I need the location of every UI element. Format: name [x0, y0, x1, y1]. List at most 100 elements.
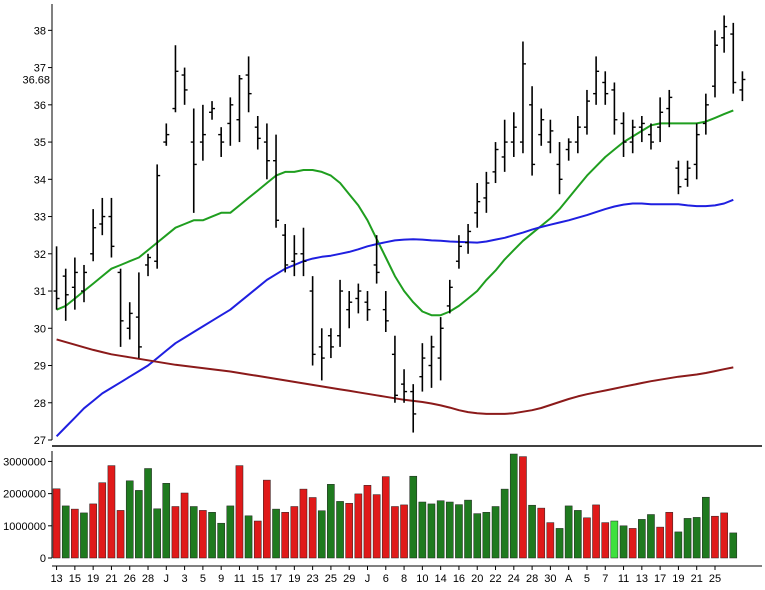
- volume-bar: [702, 496, 710, 559]
- volume-bar: [455, 504, 463, 559]
- ohlc-bar: [346, 291, 353, 329]
- volume-bar: [528, 504, 536, 559]
- volume-bar: [317, 510, 326, 559]
- x-tick-label: 19: [672, 573, 684, 585]
- ohlc-bar: [593, 56, 600, 105]
- ohlc-bar: [721, 15, 728, 53]
- volume-bar: [135, 490, 143, 559]
- volume-bar: [327, 484, 335, 559]
- ohlc-bar: [318, 328, 325, 381]
- x-tick-label: 15: [69, 573, 81, 585]
- ohlc-bar: [90, 209, 97, 262]
- volume-bar: [537, 507, 546, 559]
- ohlc-bar: [71, 257, 78, 310]
- volume-bar: [628, 528, 637, 559]
- x-tick-label: 17: [270, 573, 282, 585]
- ohlc-bar: [62, 268, 69, 321]
- volume-bar: [52, 488, 61, 559]
- x-tick-label: 13: [50, 573, 62, 585]
- ohlc-bar: [327, 328, 334, 359]
- volume-bar: [89, 503, 97, 559]
- volume-bar: [711, 515, 719, 559]
- ohlc-bar: [373, 235, 380, 284]
- volume-bar: [427, 503, 436, 559]
- ohlc-bar: [81, 264, 88, 303]
- volume-bar: [509, 453, 518, 559]
- ohlc-bar: [263, 123, 270, 180]
- ohlc-bar: [273, 134, 280, 228]
- x-tick-label: 28: [142, 573, 154, 585]
- x-tick-label: 8: [401, 573, 407, 585]
- ohlc-bar: [218, 127, 225, 157]
- x-tick-label: 3: [182, 573, 188, 585]
- ohlc-bar: [108, 197, 115, 258]
- x-tick-label: 19: [87, 573, 99, 585]
- ohlc-bar: [465, 224, 472, 254]
- volume-bar: [61, 505, 70, 559]
- x-tick-label: 15: [252, 573, 264, 585]
- volume-bar: [729, 532, 738, 559]
- ohlc-bar: [53, 246, 60, 310]
- volume-bar: [610, 520, 619, 559]
- volume-bar: [555, 528, 564, 559]
- ohlc-bar: [620, 112, 627, 157]
- volume-bar: [683, 518, 692, 559]
- price-tick-label: 37: [34, 63, 46, 75]
- ohlc-bar: [446, 279, 453, 314]
- x-tick-label: 11: [618, 573, 629, 585]
- x-tick-label: 5: [584, 573, 590, 585]
- volume-bar: [98, 482, 107, 559]
- ohlc-bar: [483, 171, 490, 213]
- volume-bar: [500, 488, 509, 559]
- ohlc-bar: [739, 71, 746, 102]
- volume-bar: [464, 499, 472, 559]
- price-tick-label: 38: [34, 25, 46, 37]
- ohlc-bar: [99, 197, 106, 236]
- volume-bar: [647, 514, 655, 559]
- x-tick-label: 5: [200, 573, 206, 585]
- ohlc-bar: [529, 86, 536, 176]
- current-price-label: 36.68: [22, 75, 50, 87]
- volume-bar: [80, 512, 88, 559]
- ohlc-bar: [172, 45, 179, 113]
- volume-bar: [656, 526, 664, 559]
- ohlc-bar: [702, 93, 709, 135]
- ohlc-bar: [730, 22, 737, 94]
- volume-bar: [180, 492, 189, 559]
- volume-bar: [601, 522, 610, 559]
- ohlc-bar: [565, 138, 572, 161]
- ohlc-bar: [236, 75, 243, 143]
- volume-bar: [263, 479, 271, 559]
- volume-bar: [199, 510, 207, 559]
- volume-bar: [217, 522, 225, 559]
- x-tick-label: A: [565, 573, 573, 585]
- volume-bar: [418, 501, 427, 559]
- volume-bar: [71, 508, 79, 559]
- volume-bar: [592, 504, 600, 559]
- ohlc-bar: [657, 97, 664, 143]
- ohlc-bar: [547, 119, 554, 154]
- volume-bar: [299, 488, 308, 559]
- moving-average-line-2: [55, 198, 734, 437]
- price-tick-label: 34: [34, 174, 46, 186]
- x-tick-label: 6: [383, 573, 389, 585]
- ohlc-bar: [693, 123, 700, 180]
- volume-bar: [381, 476, 390, 559]
- volume-bar: [665, 512, 674, 559]
- x-tick-label: 17: [654, 573, 666, 585]
- ohlc-bar: [583, 89, 590, 135]
- volume-bar: [281, 512, 289, 559]
- ohlc-bar: [126, 302, 133, 340]
- x-tick-label: 9: [218, 573, 224, 585]
- x-tick-label: 11: [234, 573, 245, 585]
- price-tick-label: 36: [34, 100, 46, 112]
- volume-bar: [244, 515, 253, 559]
- ohlc-bar: [145, 253, 152, 277]
- ohlc-bar: [355, 283, 362, 314]
- volume-bar: [125, 480, 134, 559]
- volume-bar: [583, 517, 591, 559]
- ohlc-bar: [574, 116, 581, 154]
- ohlc-bar: [117, 268, 124, 347]
- volume-bar: [372, 494, 381, 559]
